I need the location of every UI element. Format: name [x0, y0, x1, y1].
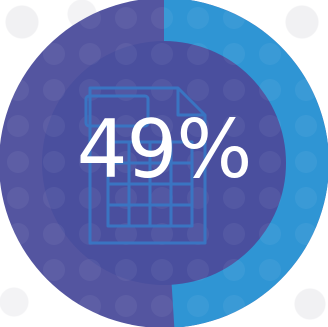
spreadsheet-document-icon — [84, 86, 207, 245]
percent-label: 49% — [76, 103, 253, 196]
